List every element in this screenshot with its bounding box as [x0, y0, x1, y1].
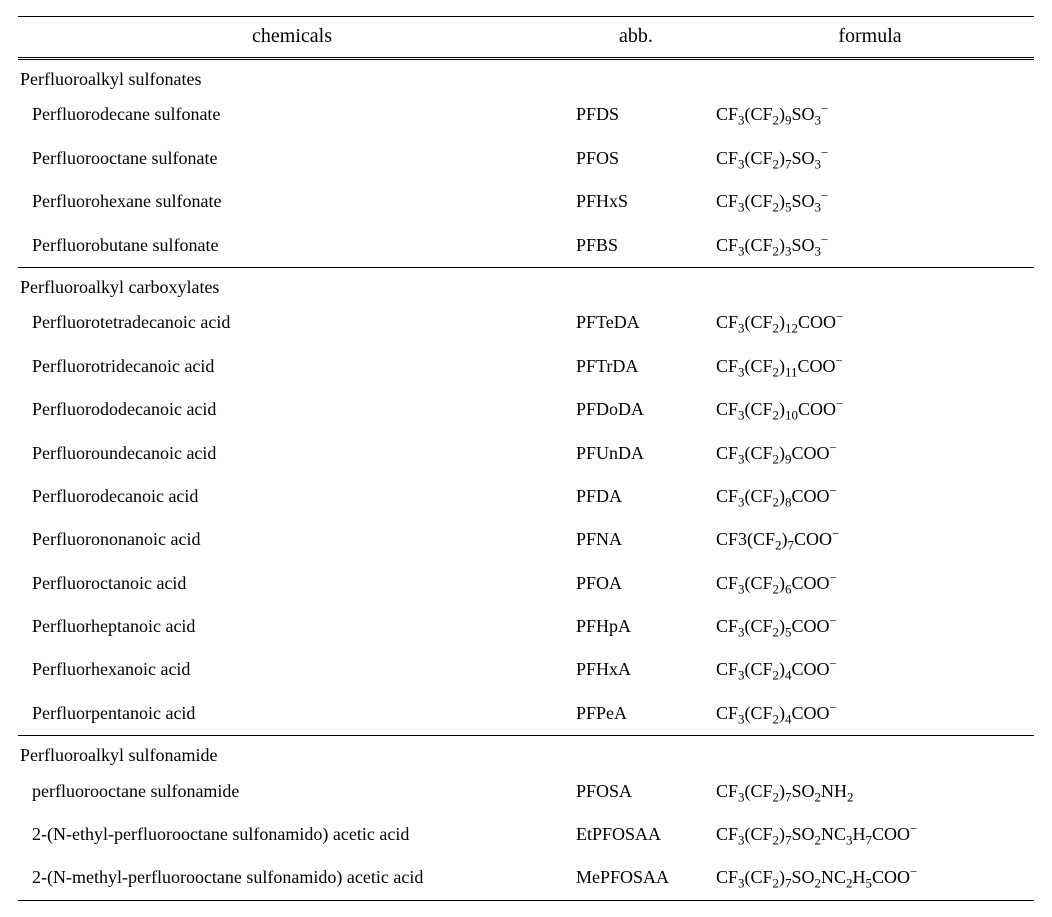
group-title: Perfluoroalkyl sulfonamide	[18, 736, 1034, 770]
cell-abb: PFPeA	[566, 692, 706, 736]
cell-chemical: 2-(N-ethyl-perfluorooctane sulfonamido) …	[18, 813, 566, 856]
cell-chemical: Perfluorhexanoic acid	[18, 648, 566, 691]
cell-formula: CF3(CF2)8COO−	[706, 475, 1034, 518]
col-abb: abb.	[566, 17, 706, 59]
cell-chemical: Perfluorodecanoic acid	[18, 475, 566, 518]
table-row: Perfluorobutane sulfonatePFBSCF3(CF2)3SO…	[18, 224, 1034, 268]
cell-abb: PFTrDA	[566, 345, 706, 388]
cell-chemical: Perfluorodecane sulfonate	[18, 93, 566, 136]
table-row: Perfluorohexane sulfonatePFHxSCF3(CF2)5S…	[18, 180, 1034, 223]
cell-formula: CF3(CF2)10COO−	[706, 388, 1034, 431]
cell-abb: PFOS	[566, 137, 706, 180]
cell-chemical: Perfluorododecanoic acid	[18, 388, 566, 431]
group-header: Perfluoroalkyl sulfonamide	[18, 736, 1034, 770]
cell-formula: CF3(CF2)5SO3−	[706, 180, 1034, 223]
group-title: Perfluoroalkyl carboxylates	[18, 267, 1034, 301]
cell-formula: CF3(CF2)9SO3−	[706, 93, 1034, 136]
table-row: Perfluorotetradecanoic acidPFTeDACF3(CF2…	[18, 301, 1034, 344]
cell-formula: CF3(CF2)7SO2NH2	[706, 770, 1034, 813]
cell-formula: CF3(CF2)6COO−	[706, 562, 1034, 605]
cell-abb: PFDA	[566, 475, 706, 518]
cell-formula: CF3(CF2)9COO−	[706, 432, 1034, 475]
cell-formula: CF3(CF2)7COO−	[706, 518, 1034, 561]
col-formula: formula	[706, 17, 1034, 59]
cell-chemical: Perfluorotridecanoic acid	[18, 345, 566, 388]
cell-chemical: Perfluorobutane sulfonate	[18, 224, 566, 268]
table-row: Perfluoroctanoic acidPFOACF3(CF2)6COO−	[18, 562, 1034, 605]
cell-abb: PFBS	[566, 224, 706, 268]
cell-formula: CF3(CF2)12COO−	[706, 301, 1034, 344]
cell-formula: CF3(CF2)3SO3−	[706, 224, 1034, 268]
cell-formula: CF3(CF2)7SO2NC2H5COO−	[706, 856, 1034, 900]
col-chemicals: chemicals	[18, 17, 566, 59]
cell-abb: PFDoDA	[566, 388, 706, 431]
cell-chemical: perfluorooctane sulfonamide	[18, 770, 566, 813]
cell-abb: PFUnDA	[566, 432, 706, 475]
table-row: Perfluorodecanoic acidPFDACF3(CF2)8COO−	[18, 475, 1034, 518]
cell-abb: MePFOSAA	[566, 856, 706, 900]
cell-abb: PFOSA	[566, 770, 706, 813]
table-row: 2-(N-ethyl-perfluorooctane sulfonamido) …	[18, 813, 1034, 856]
cell-formula: CF3(CF2)5COO−	[706, 605, 1034, 648]
cell-abb: PFDS	[566, 93, 706, 136]
cell-abb: PFHxS	[566, 180, 706, 223]
table-row: Perfluoroundecanoic acidPFUnDACF3(CF2)9C…	[18, 432, 1034, 475]
cell-formula: CF3(CF2)4COO−	[706, 648, 1034, 691]
cell-abb: PFHpA	[566, 605, 706, 648]
group-header: Perfluoroalkyl carboxylates	[18, 267, 1034, 301]
table-row: Perfluorodecane sulfonatePFDSCF3(CF2)9SO…	[18, 93, 1034, 136]
cell-chemical: Perfluoroctanoic acid	[18, 562, 566, 605]
chemicals-table: chemicals abb. formula Perfluoroalkyl su…	[18, 16, 1034, 901]
table-row: Perfluorooctane sulfonatePFOSCF3(CF2)7SO…	[18, 137, 1034, 180]
cell-formula: CF3(CF2)4COO−	[706, 692, 1034, 736]
cell-abb: PFNA	[566, 518, 706, 561]
cell-formula: CF3(CF2)7SO3−	[706, 137, 1034, 180]
cell-abb: PFTeDA	[566, 301, 706, 344]
cell-abb: EtPFOSAA	[566, 813, 706, 856]
table-row: 2-(N-methyl-perfluorooctane sulfonamido)…	[18, 856, 1034, 900]
cell-chemical: Perfluorooctane sulfonate	[18, 137, 566, 180]
table-row: Perfluorononanoic acidPFNACF3(CF2)7COO−	[18, 518, 1034, 561]
table-row: Perfluorheptanoic acidPFHpACF3(CF2)5COO−	[18, 605, 1034, 648]
cell-formula: CF3(CF2)11COO−	[706, 345, 1034, 388]
cell-chemical: Perfluorheptanoic acid	[18, 605, 566, 648]
cell-chemical: Perfluorononanoic acid	[18, 518, 566, 561]
cell-chemical: Perfluorotetradecanoic acid	[18, 301, 566, 344]
table-row: Perfluorododecanoic acidPFDoDACF3(CF2)10…	[18, 388, 1034, 431]
cell-chemical: Perfluorohexane sulfonate	[18, 180, 566, 223]
cell-chemical: 2-(N-methyl-perfluorooctane sulfonamido)…	[18, 856, 566, 900]
table-row: Perfluorpentanoic acidPFPeACF3(CF2)4COO−	[18, 692, 1034, 736]
table-row: perfluorooctane sulfonamidePFOSACF3(CF2)…	[18, 770, 1034, 813]
group-header: Perfluoroalkyl sulfonates	[18, 59, 1034, 94]
table-row: Perfluorhexanoic acidPFHxACF3(CF2)4COO−	[18, 648, 1034, 691]
cell-chemical: Perfluoroundecanoic acid	[18, 432, 566, 475]
group-title: Perfluoroalkyl sulfonates	[18, 59, 1034, 94]
cell-abb: PFHxA	[566, 648, 706, 691]
cell-abb: PFOA	[566, 562, 706, 605]
table-body: Perfluoroalkyl sulfonatesPerfluorodecane…	[18, 59, 1034, 901]
cell-formula: CF3(CF2)7SO2NC3H7COO−	[706, 813, 1034, 856]
cell-chemical: Perfluorpentanoic acid	[18, 692, 566, 736]
table-row: Perfluorotridecanoic acidPFTrDACF3(CF2)1…	[18, 345, 1034, 388]
table-header: chemicals abb. formula	[18, 17, 1034, 59]
